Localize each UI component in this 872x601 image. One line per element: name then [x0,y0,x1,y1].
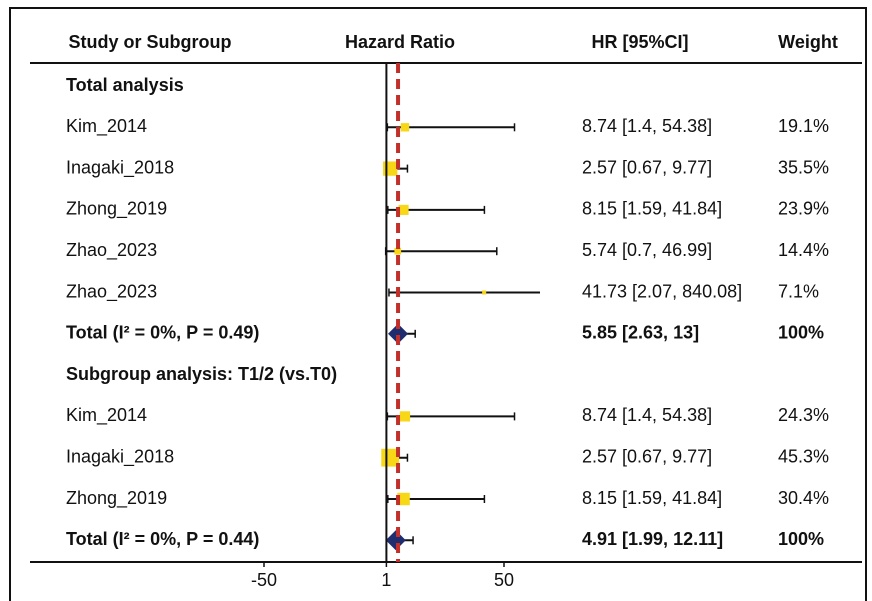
total-ci-label: 4.91 [1.99, 12.11] [582,529,723,549]
column-header: HR [95%CI] [591,32,688,52]
study-square [482,290,487,295]
ci-label: 5.74 [0.7, 46.99] [582,240,712,260]
x-tick-label: 50 [494,570,514,590]
study-square [399,411,411,422]
weight-label: 30.4% [778,488,829,508]
section-title: Subgroup analysis: T1/2 (vs.T0) [66,364,337,384]
study-label: Kim_2014 [66,405,147,426]
total-diamond [385,530,406,551]
study-square [397,492,410,506]
ci-label: 8.15 [1.59, 41.84] [582,488,722,508]
weight-label: 45.3% [778,446,829,466]
total-label: Total (I² = 0%, P = 0.49) [66,323,259,343]
ci-label: 8.74 [1.4, 54.38] [582,405,712,425]
weight-label: 35.5% [778,157,829,177]
column-header: Study or Subgroup [69,32,232,52]
frame [9,7,867,601]
ci-label: 41.73 [2.07, 840.08] [582,281,742,301]
study-label: Zhao_2023 [66,240,157,261]
study-label: Kim_2014 [66,116,147,137]
study-square [400,123,410,132]
study-label: Zhao_2023 [66,281,157,302]
x-tick-label: -50 [251,570,277,590]
total-weight-label: 100% [778,529,824,549]
study-label: Zhong_2019 [66,488,167,509]
column-header: Weight [778,32,838,52]
column-header: Hazard Ratio [345,32,455,52]
weight-label: 14.4% [778,240,829,260]
ci-label: 8.15 [1.59, 41.84] [582,199,722,219]
ci-label: 8.74 [1.4, 54.38] [582,116,712,136]
total-diamond [388,323,409,344]
total-label: Total (I² = 0%, P = 0.44) [66,529,259,549]
study-label: Zhong_2019 [66,199,167,220]
study-square [394,247,402,255]
ci-label: 2.57 [0.67, 9.77] [582,157,712,177]
weight-label: 23.9% [778,199,829,219]
section-title: Total analysis [66,75,184,95]
total-weight-label: 100% [778,323,824,343]
study-label: Inagaki_2018 [66,157,174,178]
study-square [398,204,409,215]
ci-label: 2.57 [0.67, 9.77] [582,446,712,466]
weight-label: 19.1% [778,116,829,136]
study-square [383,161,398,176]
x-tick-label: 1 [381,570,391,590]
weight-label: 7.1% [778,281,819,301]
study-label: Inagaki_2018 [66,446,174,467]
total-ci-label: 5.85 [2.63, 13] [582,323,699,343]
weight-label: 24.3% [778,405,829,425]
